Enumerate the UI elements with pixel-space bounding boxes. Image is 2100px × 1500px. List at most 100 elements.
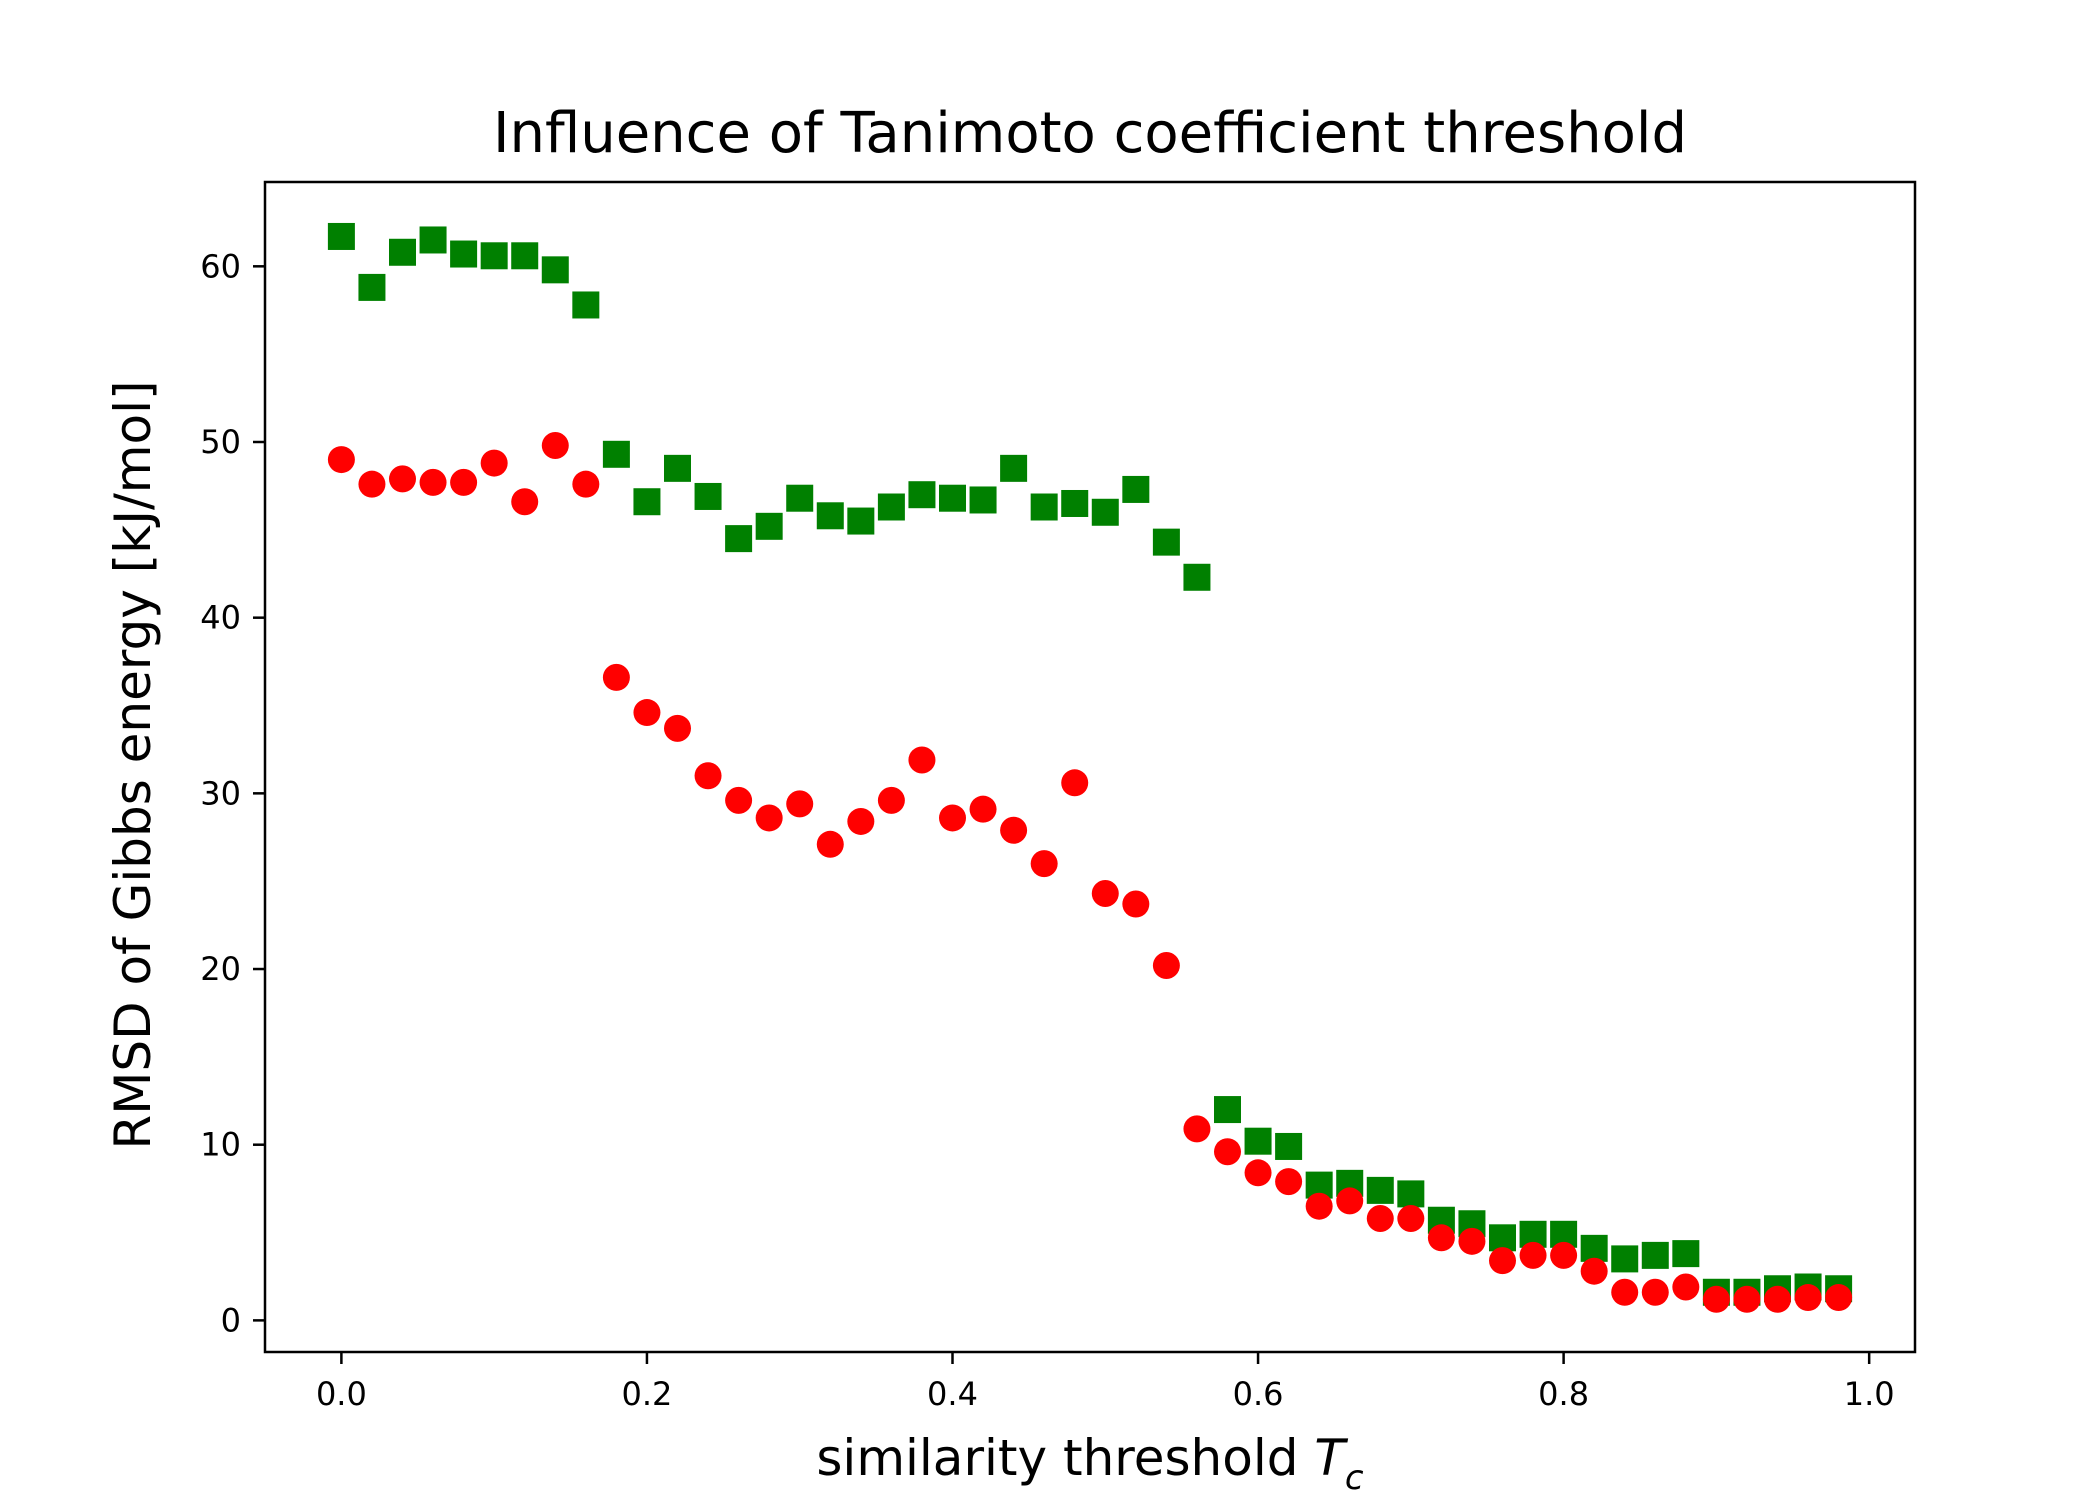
data-point-square	[1000, 454, 1028, 482]
data-point-square	[664, 454, 691, 482]
data-point-square	[1489, 1224, 1516, 1252]
data-point-square	[389, 238, 416, 266]
x-tick-label: 0.6	[1233, 1375, 1284, 1413]
data-point-circle	[1091, 879, 1119, 907]
data-point-square	[816, 502, 844, 530]
axes: 0.0 0.2 0.4 0.6 0.8 1.0 0 10 20 30 40 50 60	[200, 180, 1917, 1413]
data-point-circle	[664, 714, 691, 742]
y-tick-label: 10	[200, 1126, 241, 1164]
data-point-square	[786, 484, 814, 512]
data-point-square	[1611, 1245, 1639, 1273]
data-point-circle	[1183, 1115, 1211, 1143]
data-point-square	[572, 291, 600, 319]
data-point-square	[694, 482, 722, 510]
x-tick-label: 1.0	[1844, 1375, 1895, 1413]
data-point-square	[725, 525, 753, 553]
data-point-square	[1030, 493, 1058, 521]
data-point-circle	[1458, 1227, 1486, 1255]
data-point-square	[1275, 1132, 1303, 1160]
data-point-circle	[1152, 952, 1180, 980]
data-point-circle	[877, 786, 905, 814]
data-point-circle	[1305, 1192, 1333, 1220]
data-point-circle	[602, 663, 630, 691]
data-point-circle	[939, 804, 966, 832]
chart-title: Influence of Tanimoto coefficient thresh…	[493, 101, 1687, 166]
data-point-square	[602, 440, 630, 468]
data-point-circle	[694, 762, 722, 790]
data-point-circle	[1061, 769, 1089, 797]
data-point-circle	[755, 804, 783, 832]
data-point-square	[480, 242, 508, 270]
data-point-square	[1214, 1096, 1241, 1124]
data-point-square	[1366, 1176, 1394, 1204]
data-point-square	[511, 242, 539, 270]
data-point-circle	[1000, 816, 1028, 844]
data-point-circle	[1030, 850, 1058, 878]
x-tick-label: 0.4	[927, 1375, 978, 1413]
x-axis-symbol: T	[1314, 1429, 1348, 1487]
plot-frame	[263, 180, 1917, 1354]
data-point-circle	[847, 807, 875, 835]
series-1-circle-markers	[327, 432, 1853, 1313]
y-tick-label: 40	[200, 599, 241, 637]
data-point-circle	[327, 446, 355, 474]
data-point-square	[1672, 1240, 1700, 1268]
data-point-circle	[1733, 1285, 1761, 1313]
data-point-circle	[1122, 890, 1150, 918]
data-point-square	[1580, 1234, 1608, 1262]
data-point-circle	[1580, 1257, 1608, 1285]
data-point-square	[541, 256, 569, 284]
y-axis-title: RMSD of Gibbs energy [kJ/mol]	[104, 380, 162, 1149]
y-tick-label: 20	[200, 950, 241, 988]
data-point-circle	[1275, 1168, 1303, 1196]
data-point-square	[1397, 1180, 1425, 1208]
y-tick-label: 30	[200, 774, 241, 812]
data-point-circle	[511, 488, 539, 516]
data-point-square	[1183, 563, 1211, 591]
data-point-circle	[1519, 1241, 1547, 1269]
data-point-square	[419, 226, 447, 254]
data-point-square	[327, 222, 355, 250]
data-point-circle	[1550, 1241, 1578, 1269]
y-tick-label: 0	[221, 1301, 241, 1339]
data-point-square	[1641, 1241, 1669, 1269]
x-axis-title-text: similarity threshold	[816, 1429, 1298, 1487]
data-point-circle	[358, 470, 386, 498]
data-point-circle	[1611, 1278, 1639, 1306]
x-axis-subscript: c	[1345, 1458, 1364, 1498]
x-tick-label: 0.2	[621, 1375, 672, 1413]
x-tick-label: 0.8	[1538, 1375, 1589, 1413]
data-point-circle	[633, 699, 661, 727]
data-point-circle	[1214, 1138, 1241, 1166]
data-point-circle	[725, 786, 753, 814]
data-point-square	[908, 481, 936, 509]
data-point-square	[877, 493, 905, 521]
data-point-circle	[1427, 1224, 1455, 1252]
data-point-square	[969, 486, 997, 514]
x-tick-label: 0.0	[316, 1375, 367, 1413]
data-point-square	[1122, 475, 1150, 503]
data-point-circle	[480, 449, 508, 477]
data-point-circle	[1764, 1285, 1791, 1313]
plot-area	[327, 222, 1853, 1313]
data-point-square	[358, 273, 386, 301]
data-point-circle	[541, 432, 569, 460]
data-point-circle	[450, 468, 478, 496]
data-point-circle	[786, 790, 814, 818]
data-point-circle	[389, 465, 416, 493]
data-point-circle	[572, 470, 600, 498]
data-point-circle	[1336, 1187, 1364, 1215]
data-point-circle	[1825, 1284, 1853, 1312]
data-point-square	[847, 507, 875, 535]
data-point-circle	[816, 830, 844, 858]
x-axis-title: similarity threshold Tc	[816, 1429, 1364, 1498]
data-point-square	[939, 484, 966, 512]
data-point-circle	[1702, 1285, 1730, 1313]
data-point-square	[633, 488, 661, 516]
data-point-circle	[1641, 1278, 1669, 1306]
data-point-square	[755, 512, 783, 540]
data-point-square	[1061, 489, 1089, 517]
data-point-circle	[419, 468, 447, 496]
